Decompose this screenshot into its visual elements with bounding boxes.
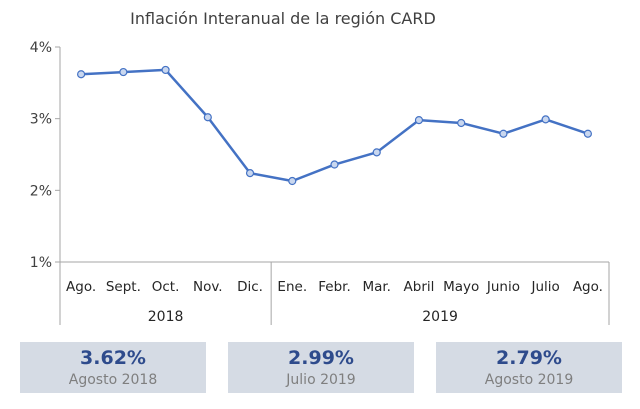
data-point [245,169,255,178]
x-category-label: Nov. [193,279,223,295]
x-category-label: Junio [486,279,520,295]
x-category-label: Oct. [152,279,180,295]
summary-value: 2.79% [496,347,562,369]
y-tick-label: 1% [30,255,52,271]
x-year-label: 2018 [148,309,184,325]
summary-value: 3.62% [80,347,146,369]
x-category-label: Ago. [573,279,603,295]
data-point [161,65,170,75]
x-category-label: Julio [530,279,559,295]
summary-label: Agosto 2018 [68,372,158,388]
x-category-label: Mar. [362,279,391,295]
x-category-label: Dic. [237,279,263,295]
data-point [203,113,212,122]
data-point [414,115,424,125]
summary-label: Julio 2019 [286,372,356,388]
data-point [330,160,339,169]
y-tick-label: 2% [30,183,52,199]
data-point [288,176,297,186]
x-year-label: 2019 [422,309,458,325]
chart-title: Inflación Interanual de la región CARD [130,9,436,28]
data-point [119,67,128,77]
x-category-label: Febr. [318,279,351,295]
y-axis: 1% 2% 3% 4% [30,40,61,271]
data-point [372,148,381,157]
x-category-label: Mayo [443,279,479,295]
summary-label: Agosto 2019 [484,372,574,388]
data-point [77,70,86,79]
x-category-label: Ene. [277,279,307,295]
x-category-label: Ago. [66,279,96,295]
data-point [583,129,592,138]
data-point [541,115,550,124]
summary-value: 2.99% [288,347,354,369]
series-inflation [77,65,592,186]
x-category-label: Abril [404,279,435,295]
summary-card-august-2018: 3.62% Agosto 2018 [20,342,206,393]
data-point [499,129,508,138]
summary-card-july-2019: 2.99% Julio 2019 [228,342,414,393]
y-tick-label: 3% [30,112,52,128]
summary-card-august-2019: 2.79% Agosto 2019 [436,342,622,393]
data-point [457,118,466,128]
y-tick-label: 4% [30,40,52,56]
x-axis: Ago. Sept. Oct. Nov. Dic. Ene. Febr. Mar. Abril M… [59,261,610,325]
x-category-label: Sept. [106,279,141,295]
